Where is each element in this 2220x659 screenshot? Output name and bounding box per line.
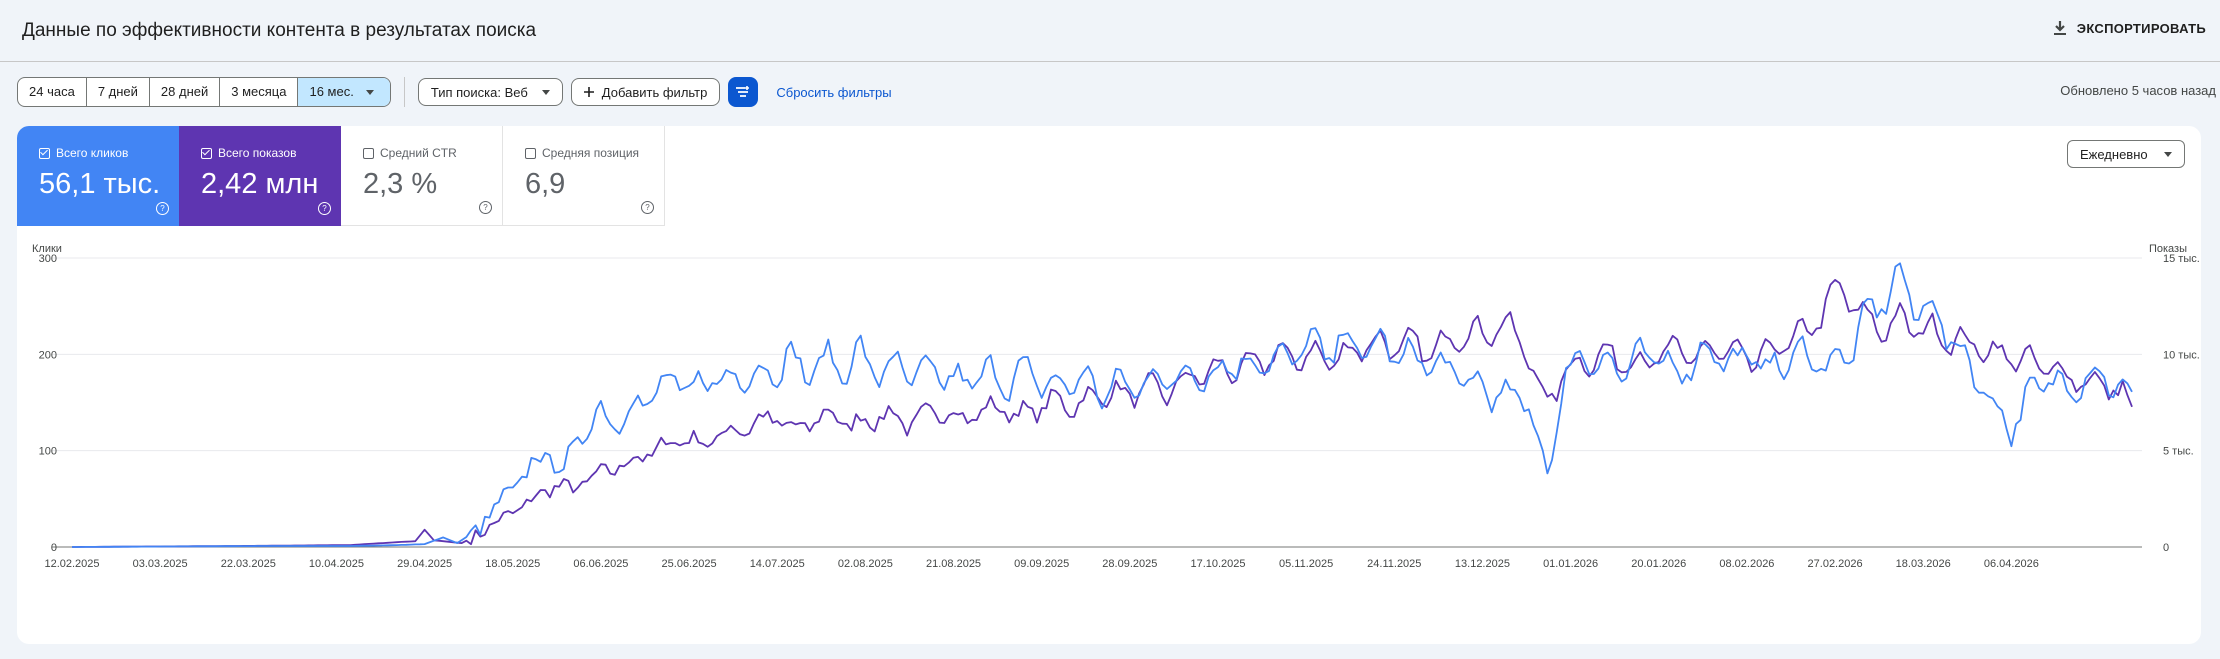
- x-tick-label: 18.05.2025: [485, 558, 540, 570]
- granularity-label: Ежедневно: [2080, 146, 2148, 162]
- performance-panel: Всего кликов 56,1 тыс. ? Всего показов 2…: [17, 126, 2201, 644]
- right-tick-label: 0: [2163, 542, 2169, 554]
- metric-card-header: Всего кликов: [39, 146, 128, 160]
- metric-value: 6,9: [525, 168, 566, 200]
- chevron-down-icon: [541, 89, 550, 95]
- range-28d[interactable]: 28 дней: [150, 78, 221, 106]
- x-tick-label: 14.07.2025: [750, 558, 805, 570]
- filter-toolbar: 24 часа 7 дней 28 дней 3 месяца 16 мес. …: [17, 77, 892, 107]
- metric-value: 56,1 тыс.: [39, 168, 161, 200]
- date-range-selector: 24 часа 7 дней 28 дней 3 месяца 16 мес.: [17, 77, 391, 107]
- x-tick-label: 03.03.2025: [133, 558, 188, 570]
- x-tick-label: 02.08.2025: [838, 558, 893, 570]
- x-tick-label: 27.02.2026: [1808, 558, 1863, 570]
- x-tick-label: 29.04.2025: [397, 558, 452, 570]
- right-tick-label: 15 тыс.: [2163, 253, 2200, 265]
- left-tick-label: 0: [51, 542, 57, 554]
- x-tick-label: 25.06.2025: [662, 558, 717, 570]
- range-24h[interactable]: 24 часа: [18, 78, 87, 106]
- x-tick-label: 13.12.2025: [1455, 558, 1510, 570]
- x-tick-label: 20.01.2026: [1631, 558, 1686, 570]
- x-tick-label: 06.04.2026: [1984, 558, 2039, 570]
- metric-card-position[interactable]: Средняя позиция 6,9 ?: [503, 126, 665, 226]
- metric-card-header: Средний CTR: [363, 146, 457, 160]
- download-icon: [2053, 21, 2066, 35]
- metric-card-header: Средняя позиция: [525, 146, 639, 160]
- clicks-series-line: [72, 262, 2133, 548]
- page-header: Данные по эффективности контента в резул…: [0, 0, 2220, 62]
- metric-label: Средний CTR: [380, 146, 457, 160]
- x-tick-label: 08.02.2026: [1719, 558, 1774, 570]
- x-tick-label: 18.03.2026: [1896, 558, 1951, 570]
- metric-card-header: Всего показов: [201, 146, 296, 160]
- right-tick-label: 10 тыс.: [2163, 349, 2200, 361]
- metric-card-impressions[interactable]: Всего показов 2,42 млн ?: [179, 126, 341, 226]
- metric-value: 2,3 %: [363, 168, 438, 200]
- metric-card-clicks[interactable]: Всего кликов 56,1 тыс. ?: [17, 126, 179, 226]
- plus-icon: [583, 87, 594, 97]
- range-16m-label: 16 мес.: [309, 84, 354, 99]
- checkbox-unchecked-icon[interactable]: [525, 147, 536, 159]
- left-tick-label: 100: [39, 446, 57, 458]
- help-icon[interactable]: ?: [156, 202, 169, 215]
- x-tick-label: 10.04.2025: [309, 558, 364, 570]
- metric-card-ctr[interactable]: Средний CTR 2,3 % ?: [341, 126, 503, 226]
- right-axis-label: Показы: [2149, 243, 2187, 255]
- x-tick-label: 17.10.2025: [1190, 558, 1245, 570]
- x-tick-label: 12.02.2025: [44, 558, 99, 570]
- x-tick-label: 01.01.2026: [1543, 558, 1598, 570]
- help-icon[interactable]: ?: [318, 202, 331, 215]
- range-7d[interactable]: 7 дней: [87, 78, 150, 106]
- x-tick-label: 22.03.2025: [221, 558, 276, 570]
- x-tick-label: 28.09.2025: [1102, 558, 1157, 570]
- add-filter-label: Добавить фильтр: [601, 84, 708, 100]
- chevron-down-icon: [2164, 151, 2172, 157]
- metric-cards: Всего кликов 56,1 тыс. ? Всего показов 2…: [17, 126, 665, 226]
- granularity-dropdown[interactable]: Ежедневно: [2067, 140, 2185, 168]
- x-tick-label: 09.09.2025: [1014, 558, 1069, 570]
- help-icon[interactable]: ?: [479, 201, 492, 214]
- impressions-series-line: [72, 279, 2133, 548]
- export-label: ЭКСПОРТИРОВАТЬ: [2076, 20, 2206, 36]
- range-3m[interactable]: 3 месяца: [220, 78, 299, 106]
- metric-value: 2,42 млн: [201, 168, 319, 200]
- checkbox-checked-icon[interactable]: [39, 147, 50, 159]
- filter-list-icon: [736, 86, 750, 97]
- checkbox-checked-icon[interactable]: [201, 147, 212, 159]
- metric-label: Всего показов: [218, 146, 297, 160]
- page-title: Данные по эффективности контента в резул…: [22, 20, 537, 41]
- filter-settings-button[interactable]: [728, 77, 759, 107]
- left-tick-label: 200: [39, 349, 57, 361]
- range-16m[interactable]: 16 мес.: [298, 78, 390, 106]
- left-tick-label: 300: [39, 253, 57, 265]
- add-filter-button[interactable]: Добавить фильтр: [570, 78, 721, 106]
- metric-label: Средняя позиция: [542, 146, 640, 160]
- chevron-down-icon: [365, 89, 374, 95]
- x-tick-label: 06.06.2025: [573, 558, 628, 570]
- x-tick-label: 24.11.2025: [1367, 558, 1421, 570]
- x-tick-label: 21.08.2025: [926, 558, 981, 570]
- reset-filters-link[interactable]: Сбросить фильтры: [776, 84, 892, 100]
- checkbox-unchecked-icon[interactable]: [363, 147, 374, 159]
- x-tick-label: 05.11.2025: [1279, 558, 1333, 570]
- left-axis-label: Клики: [32, 243, 62, 255]
- performance-chart: Клики Показы 0 100 200 300 0 5 тыс. 10 тыс. 15…: [32, 243, 2200, 570]
- toolbar-divider: [403, 77, 405, 107]
- last-updated-text: Обновлено 5 часов назад: [2060, 83, 2216, 98]
- export-button[interactable]: ЭКСПОРТИРОВАТЬ: [2053, 20, 2206, 36]
- right-tick-label: 5 тыс.: [2163, 446, 2194, 458]
- search-type-label: Тип поиска: Веб: [430, 84, 528, 100]
- metric-label: Всего кликов: [56, 146, 129, 160]
- help-icon[interactable]: ?: [641, 201, 654, 214]
- search-type-dropdown[interactable]: Тип поиска: Веб: [417, 78, 563, 106]
